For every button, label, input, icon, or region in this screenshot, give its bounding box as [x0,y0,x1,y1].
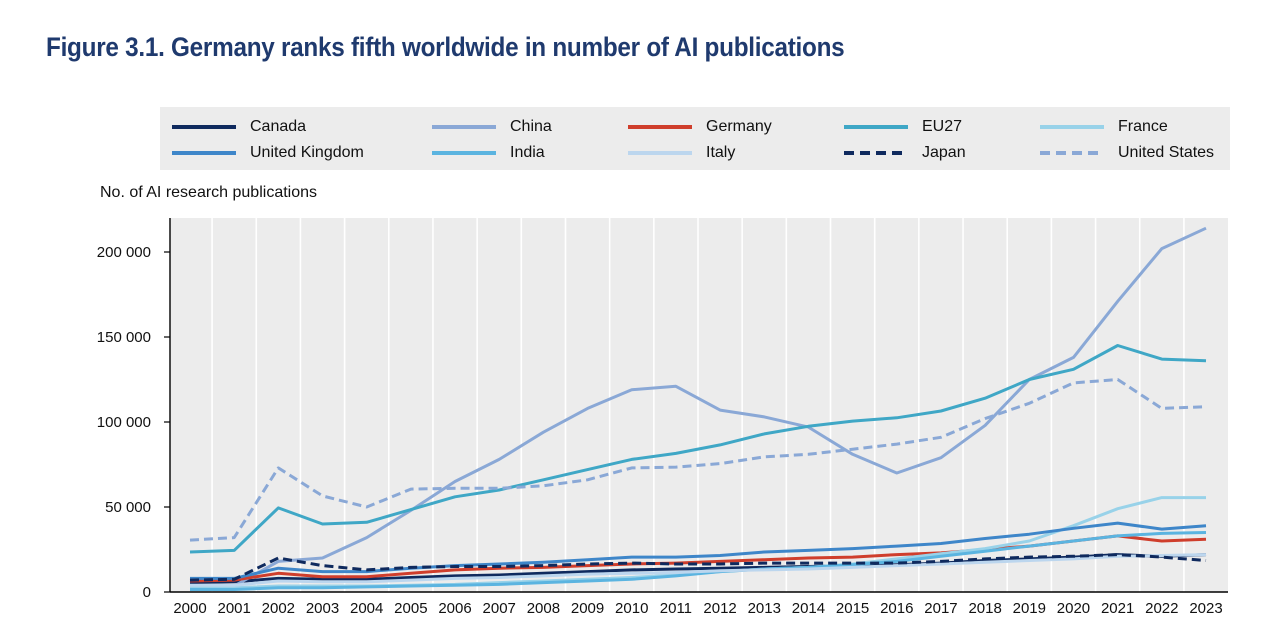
legend-swatch [172,151,236,155]
legend-swatch [432,151,496,155]
y-tick-labels: 0 50 000 100 000 150 000 200 000 [97,244,151,601]
x-tick-label: 2016 [880,600,913,617]
x-tick-label: 2011 [660,600,692,617]
legend-label: Italy [706,144,736,161]
series-lines [189,226,1207,591]
x-tick-labels: 2000 2001 2002 2003 2004 2005 2006 2007 2008 2009… [173,600,1222,617]
y-tick-label: 150 000 [97,329,151,346]
legend-swatch [1040,125,1104,129]
x-tick-label: 2004 [350,600,383,617]
legend-label: United States [1118,144,1215,161]
x-tick-label: 2014 [792,600,825,617]
y-axis-label: No. of AI research publications [100,184,318,201]
x-tick-label: 2009 [571,600,604,617]
series-line-japan [189,553,1207,582]
x-tick-label: 2007 [483,600,516,617]
legend-label: EU27 [922,118,963,135]
figure-title: Figure 3.1. Germany ranks fifth worldwid… [46,32,845,62]
y-tick-label: 50 000 [105,499,151,516]
legend-item-france: France [1040,117,1168,137]
x-tick-label: 2022 [1145,600,1178,617]
x-tick-label: 2003 [306,600,339,617]
legend-swatch [628,151,692,155]
legend-swatch [844,151,908,155]
x-tick-label: 2005 [394,600,427,617]
legend-label: India [510,144,545,161]
y-tick-label: 100 000 [97,414,151,431]
x-tick-label: 2001 [217,600,250,617]
x-tick-label: 2017 [924,600,957,617]
chart-legend: Canada China Germany EU27 France United Kingd… [160,107,1230,170]
x-tick-label: 2008 [527,600,560,617]
axes [164,218,1228,593]
series-line-canada [189,553,1207,585]
legend-label: China [510,118,552,135]
x-tick-label: 2020 [1057,600,1090,617]
legend-item-india: India [432,143,545,163]
x-tick-label: 2019 [1013,600,1046,617]
series-line-eu27 [189,344,1207,554]
x-tick-label: 2018 [968,600,1001,617]
x-tick-label: 2000 [173,600,206,617]
legend-label: Japan [922,144,966,161]
legend-label: Germany [706,118,772,135]
legend-item-canada: Canada [172,117,306,137]
legend-label: Canada [250,118,307,135]
x-tick-label: 2013 [748,600,781,617]
legend-item-italy: Italy [628,143,735,163]
grid-lines [211,218,1185,592]
x-tick-label: 2010 [615,600,648,617]
plot-background [170,218,1228,592]
y-tick-label: 200 000 [97,244,151,261]
series-line-united-kingdom [190,521,1207,580]
y-tick-label: 0 [143,584,151,601]
legend-item-japan: Japan [844,143,966,163]
legend-item-united-states: United States [1040,143,1214,163]
legend-label: France [1118,118,1168,135]
x-tick-label: 2012 [703,600,736,617]
legend-item-eu27: EU27 [844,117,962,137]
x-tick-label: 2006 [438,600,471,617]
x-tick-label: 2023 [1189,600,1222,617]
legend-swatch [172,125,236,129]
legend-item-united-kingdom: United Kingdom [172,143,364,163]
x-tick-label: 2021 [1101,600,1134,617]
legend-swatch [844,125,908,129]
legend-label: United Kingdom [250,144,364,161]
x-tick-label: 2015 [836,600,869,617]
legend-item-germany: Germany [628,117,772,137]
series-line-china [189,226,1207,589]
legend-item-china: China [432,117,552,137]
legend-swatch [1040,151,1104,155]
x-tick-label: 2002 [262,600,295,617]
legend-swatch [432,125,496,129]
series-line-united-states [189,378,1207,542]
legend-swatch [628,125,692,129]
series-line-italy [190,553,1207,587]
series-line-india [190,531,1207,591]
